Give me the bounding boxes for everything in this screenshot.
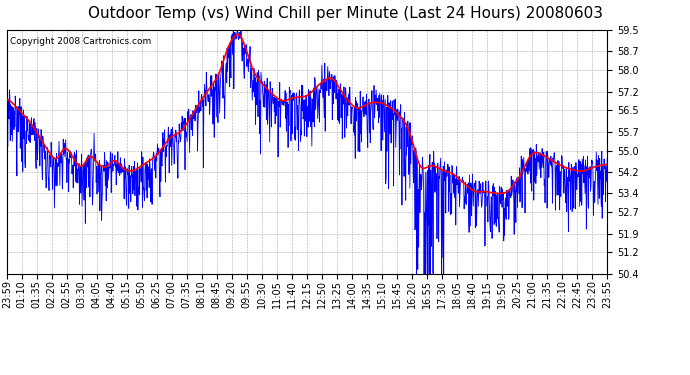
Text: Copyright 2008 Cartronics.com: Copyright 2008 Cartronics.com <box>10 38 151 46</box>
Text: Outdoor Temp (vs) Wind Chill per Minute (Last 24 Hours) 20080603: Outdoor Temp (vs) Wind Chill per Minute … <box>88 6 602 21</box>
